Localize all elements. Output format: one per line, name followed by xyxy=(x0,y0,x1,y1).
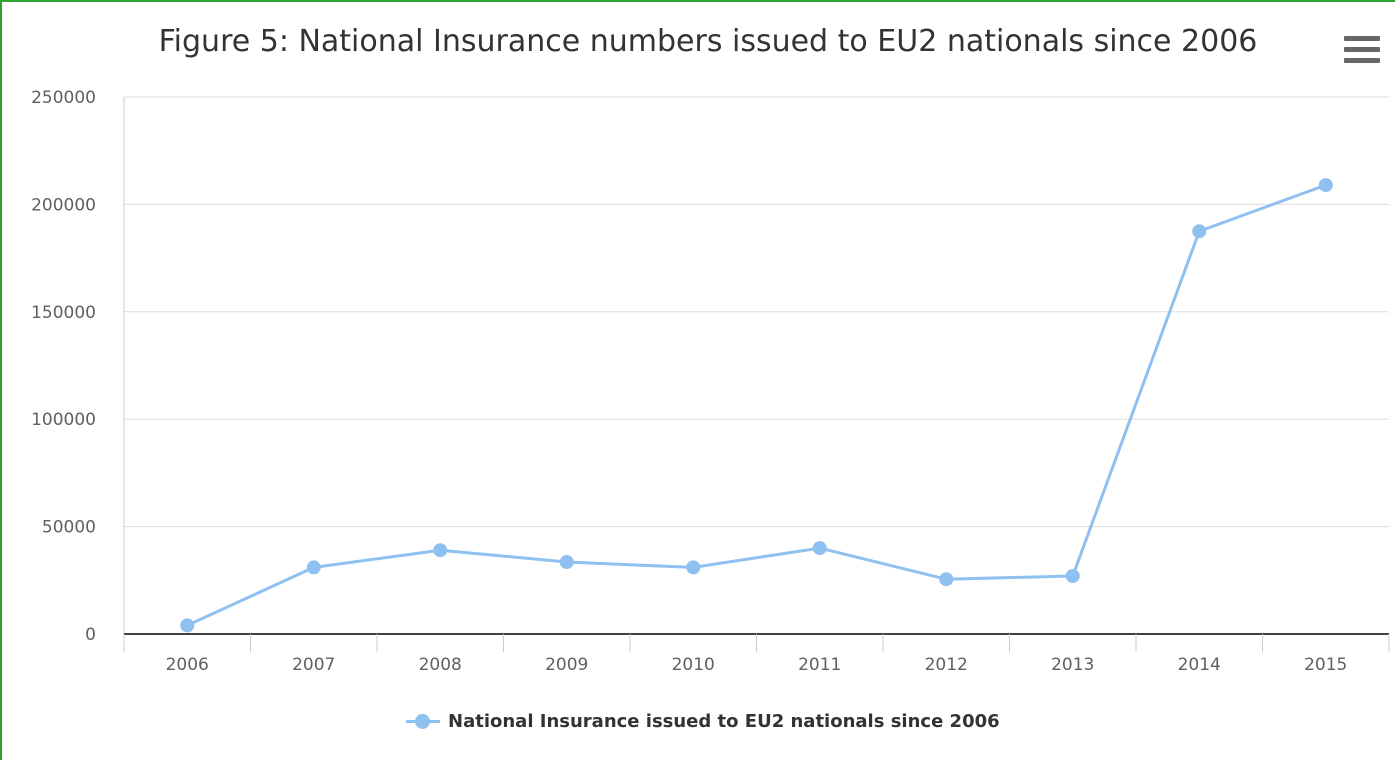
legend-symbol-icon xyxy=(406,711,440,731)
data-point xyxy=(939,572,954,587)
y-tick-label: 250000 xyxy=(31,88,96,108)
data-point xyxy=(1318,178,1333,193)
x-tick-label: 2012 xyxy=(925,655,968,675)
x-tick-label: 2008 xyxy=(419,655,462,675)
y-tick-label: 150000 xyxy=(31,303,96,323)
data-point xyxy=(306,560,321,575)
hamburger-menu-icon[interactable] xyxy=(1344,36,1380,70)
y-tick-label: 50000 xyxy=(42,518,96,538)
x-tick-label: 2009 xyxy=(545,655,588,675)
x-tick-label: 2015 xyxy=(1304,655,1347,675)
data-point xyxy=(1192,224,1207,239)
legend-label: National Insurance issued to EU2 nationa… xyxy=(448,710,1000,732)
data-point xyxy=(686,560,701,575)
x-tick-label: 2010 xyxy=(672,655,715,675)
chart-title: Figure 5: National Insurance numbers iss… xyxy=(158,24,1258,59)
data-point xyxy=(812,541,827,556)
x-tick-label: 2011 xyxy=(798,655,841,675)
series-layer xyxy=(180,178,1333,633)
gridlines xyxy=(123,96,1389,634)
y-axis: 0 50000 100000 150000 200000 250000 xyxy=(31,88,96,645)
x-axis: 2006 2007 2008 2009 2010 2011 2012 2013 2014 2015 xyxy=(123,633,1390,675)
y-tick-label: 100000 xyxy=(31,410,96,430)
y-tick-label: 0 xyxy=(85,625,96,645)
x-tick-label: 2014 xyxy=(1178,655,1221,675)
x-tick-label: 2013 xyxy=(1051,655,1094,675)
data-point xyxy=(1065,569,1080,584)
x-tick-label: 2006 xyxy=(166,655,209,675)
data-point xyxy=(433,543,448,558)
y-tick-label: 200000 xyxy=(31,195,96,215)
legend-item[interactable]: National Insurance issued to EU2 nationa… xyxy=(406,706,1000,736)
data-point xyxy=(180,618,195,633)
series-line xyxy=(186,183,1327,627)
x-tick-label: 2007 xyxy=(292,655,335,675)
data-point xyxy=(559,555,574,570)
